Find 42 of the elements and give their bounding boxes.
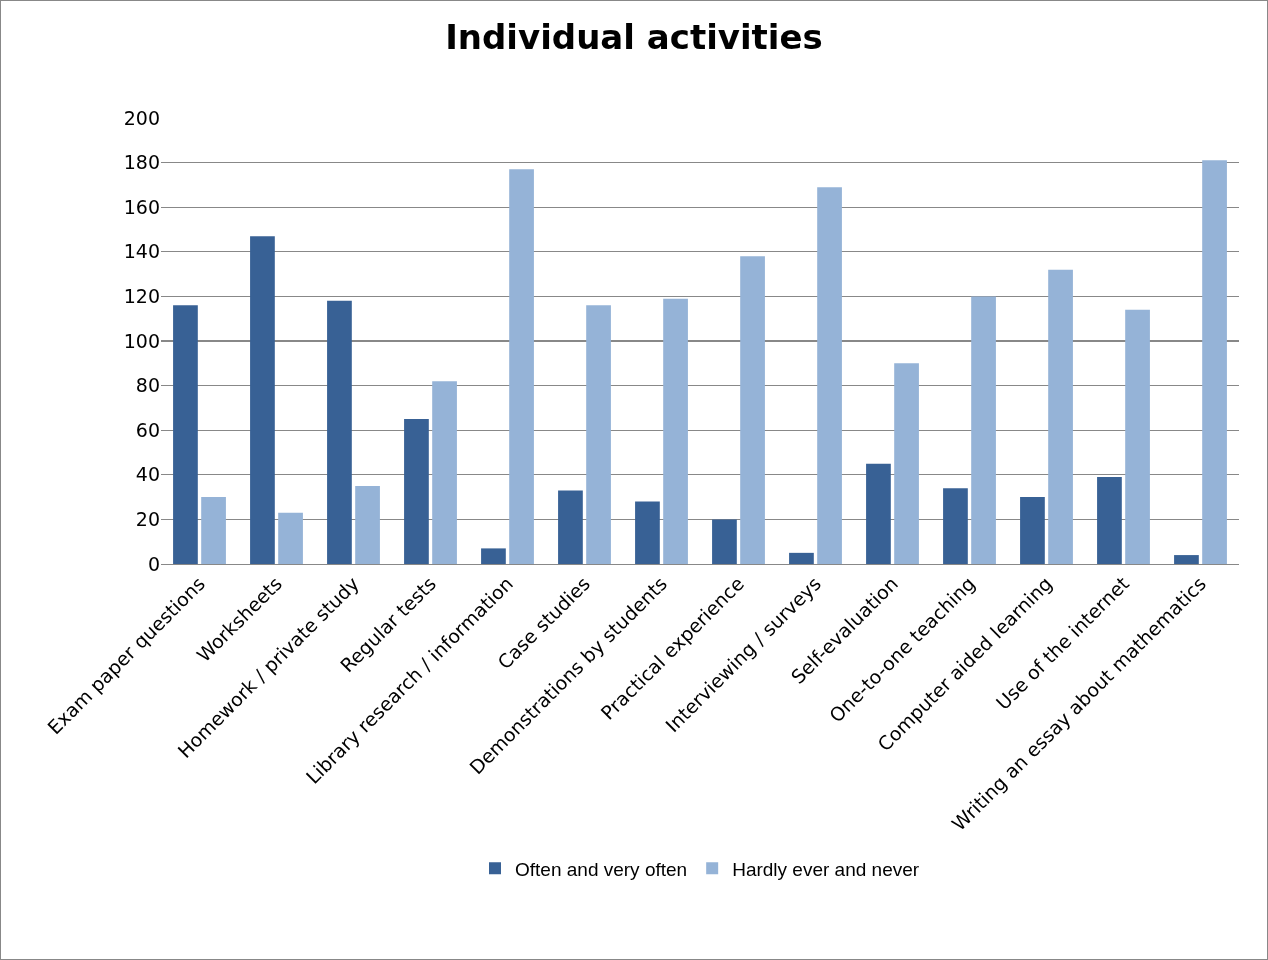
bar (1125, 309, 1150, 564)
y-tick-label: 200 (123, 106, 160, 129)
bar (789, 552, 814, 564)
y-tick-label: 120 (123, 285, 160, 308)
y-tick-label: 100 (123, 329, 160, 352)
bar (509, 169, 534, 564)
y-tick-label: 80 (135, 374, 160, 397)
bar (740, 256, 765, 564)
bar (1174, 555, 1199, 564)
bar (663, 298, 688, 564)
bar (250, 236, 275, 564)
chart-title: Individual activities (445, 16, 823, 57)
legend-label: Often and very often (515, 858, 688, 880)
y-tick-label: 160 (123, 195, 160, 218)
bar (173, 305, 198, 564)
y-tick-label: 140 (123, 240, 160, 263)
bar (943, 488, 968, 564)
bar (1202, 160, 1227, 564)
bar (432, 381, 457, 564)
bar (1020, 497, 1045, 564)
bar (635, 501, 660, 564)
y-tick-label: 180 (123, 151, 160, 174)
bar (481, 548, 506, 564)
bar (1097, 477, 1122, 564)
bar (866, 463, 891, 564)
bar (586, 305, 611, 564)
bar (971, 296, 996, 564)
y-tick-label: 20 (135, 508, 160, 531)
bar (278, 512, 303, 564)
legend-label: Hardly ever and never (732, 858, 920, 880)
y-tick-label: 60 (135, 418, 160, 441)
bar (894, 363, 919, 564)
bar (1048, 269, 1073, 564)
y-tick-label: 40 (135, 463, 160, 486)
y-tick-label: 0 (147, 552, 160, 575)
bar (404, 419, 429, 564)
bar (712, 519, 737, 564)
bar (327, 300, 352, 564)
bar (355, 485, 380, 564)
bar (201, 497, 226, 564)
bar (817, 187, 842, 564)
bar (558, 490, 583, 564)
